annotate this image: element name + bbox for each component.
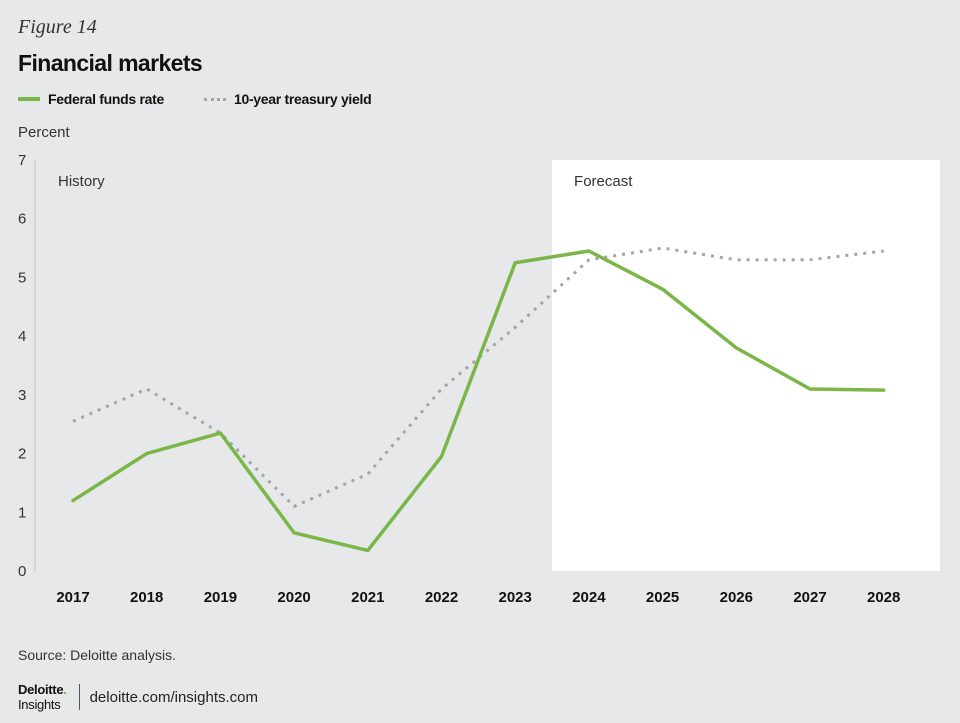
forecast-region-label: Forecast xyxy=(574,173,633,190)
x-tick-label: 2026 xyxy=(720,589,753,606)
chart-title: Financial markets xyxy=(18,50,203,76)
footer-divider xyxy=(78,684,80,710)
y-tick-label: 4 xyxy=(18,328,26,345)
y-tick-label: 0 xyxy=(18,563,26,580)
legend-item-treasury-yield: 10-year treasury yield xyxy=(203,91,372,107)
deloitte-logo: Deloitte. Insights xyxy=(18,682,67,712)
y-tick-label: 7 xyxy=(18,152,26,169)
legend-item-federal-funds: Federal funds rate xyxy=(18,91,164,107)
footer: Deloitte. Insights deloitte.com/insights… xyxy=(18,683,258,711)
y-tick-label: 5 xyxy=(18,269,26,286)
legend-swatch-dotted xyxy=(203,97,226,101)
source-note: Source: Deloitte analysis. xyxy=(18,647,176,663)
footer-link[interactable]: deloitte.com/insights.com xyxy=(89,688,258,706)
series-line-treasury-yield xyxy=(72,246,884,508)
x-tick-label: 2027 xyxy=(793,589,826,606)
legend: Federal funds rate 10-year treasury yiel… xyxy=(18,88,411,110)
x-tick-label: 2024 xyxy=(572,589,606,606)
x-tick-label: 2019 xyxy=(204,589,237,606)
series-line-federal-funds-rate xyxy=(71,249,886,553)
x-tick-label: 2018 xyxy=(130,589,163,606)
y-tick-label: 6 xyxy=(18,211,26,228)
x-tick-label: 2017 xyxy=(56,589,89,606)
x-tick-label: 2028 xyxy=(867,589,900,606)
figure-label: Figure 14 xyxy=(18,16,97,38)
legend-label: 10-year treasury yield xyxy=(233,91,372,107)
y-tick-label: 1 xyxy=(18,504,26,521)
logo-name: Deloitte xyxy=(18,682,64,697)
x-tick-label: 2023 xyxy=(499,589,532,606)
legend-swatch-solid xyxy=(18,97,40,101)
x-tick-label: 2022 xyxy=(425,589,458,606)
x-tick-label: 2021 xyxy=(351,589,384,606)
y-tick-label: 3 xyxy=(18,387,26,404)
x-tick-label: 2020 xyxy=(277,589,310,606)
legend-label: Federal funds rate xyxy=(48,91,164,107)
x-tick-label: 2025 xyxy=(646,589,679,606)
forecast-region xyxy=(552,160,940,571)
y-tick-label: 2 xyxy=(18,446,26,463)
history-region-label: History xyxy=(58,173,105,190)
y-axis-title: Percent xyxy=(18,124,70,141)
logo-sub: Insights xyxy=(18,697,61,712)
